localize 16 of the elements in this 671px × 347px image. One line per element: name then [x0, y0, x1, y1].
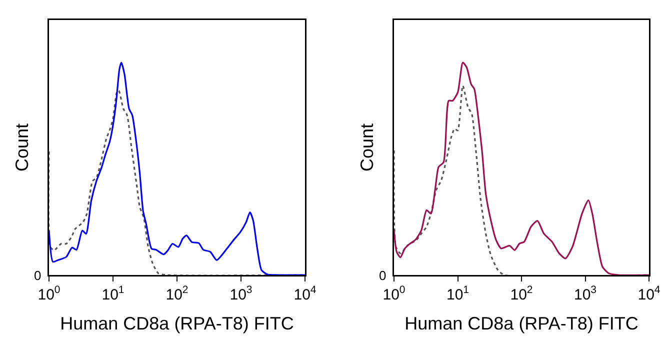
text: 0 — [34, 268, 42, 283]
x-tick-label: 10$^{2}$ — [510, 284, 533, 304]
x-tick-label: 10$^{1}$ — [446, 284, 470, 304]
x-tick-label: 10$^{1}$ — [102, 284, 124, 304]
x-tick-label: 10$^{4}$ — [638, 284, 660, 304]
x-tick-label: 10$^{0}$ — [38, 284, 60, 304]
x-tick-label: 10$^{2}$ — [166, 284, 188, 304]
y-axis-title: Count — [356, 123, 377, 172]
x-axis-title: Human CD8a (RPA-T8) FITC — [60, 313, 294, 334]
x-axis-title: Human CD8a (RPA-T8) FITC — [404, 313, 638, 334]
text: 0 — [379, 268, 386, 283]
x-tick-label: 10$^{0}$ — [382, 284, 406, 304]
y-axis-title: Count — [12, 123, 32, 172]
x-tick-label: 10$^{3}$ — [230, 284, 252, 304]
x-tick-label: 10$^{3}$ — [574, 284, 597, 304]
x-tick-label: 10$^{4}$ — [294, 284, 316, 304]
